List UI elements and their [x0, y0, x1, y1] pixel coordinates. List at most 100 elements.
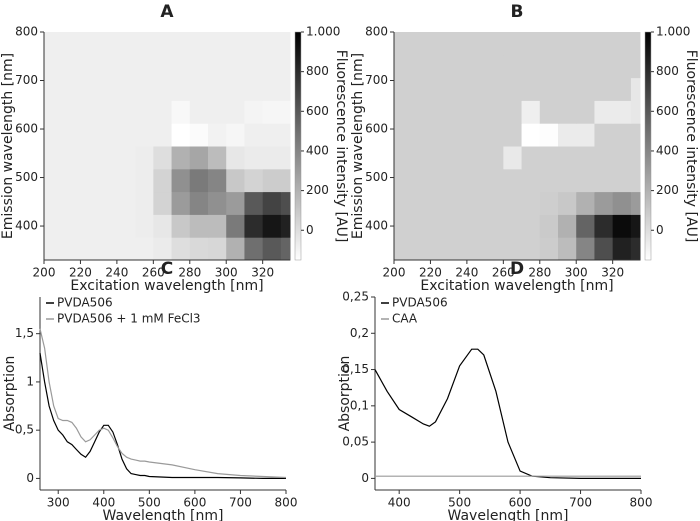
y-axis-label: Absorption [337, 356, 353, 432]
heatmap-cell [262, 32, 282, 56]
y-tick-label: 700 [365, 73, 388, 87]
heatmap-cell [521, 54, 541, 79]
heatmap-cell [171, 77, 191, 101]
heatmap-cell [116, 100, 136, 124]
y-tick-label: 400 [365, 219, 388, 233]
heatmap-cell [630, 168, 641, 193]
heatmap-cell [430, 100, 450, 124]
heatmap-cell [280, 54, 291, 79]
heatmap-cell [280, 168, 291, 193]
colorbar-tick-label: 1.000 [656, 25, 690, 39]
heatmap-cell [62, 146, 81, 170]
heatmap-cell [171, 237, 191, 261]
heatmap-cell [44, 123, 63, 147]
heatmap-cell [262, 77, 282, 101]
heatmap-cell [594, 237, 614, 261]
heatmap-cell [98, 32, 118, 56]
heatmap-cell [208, 123, 227, 147]
heatmap-cell [171, 146, 191, 170]
heatmap-cell [503, 168, 523, 193]
heatmap-cell [430, 77, 450, 101]
heatmap-cell [503, 100, 523, 124]
heatmap-cell [226, 191, 245, 215]
colorbar-tick-label: 600 [306, 104, 329, 118]
heatmap-cell [116, 237, 136, 261]
y-tick-label: 1,5 [15, 326, 34, 340]
colorbar-tick-label: 0 [656, 223, 664, 237]
heatmap-cell [62, 77, 81, 101]
heatmap-cell [521, 191, 541, 215]
heatmap-cell [135, 168, 154, 193]
heatmap-cell [98, 123, 118, 147]
heatmap-cell [153, 146, 173, 170]
heatmap-cell [466, 77, 486, 101]
heatmap-cell [485, 146, 504, 170]
heatmap-cell [98, 146, 118, 170]
heatmap-cell [189, 214, 209, 238]
heatmap-cell [430, 123, 450, 147]
heatmap-cell [208, 146, 227, 170]
heatmap-cell [576, 146, 595, 170]
x-tick-label: 200 [33, 266, 56, 280]
heatmap-cell [80, 32, 100, 56]
legend-label: PVDA506 [392, 296, 448, 310]
x-tick-label: 320 [251, 266, 274, 280]
y-tick-label: 0,1 [350, 398, 369, 412]
heatmap-cell [594, 214, 614, 238]
heatmap-cell [558, 54, 577, 79]
heatmap-cell [612, 123, 632, 147]
y-tick-label: 0,15 [342, 362, 369, 376]
heatmap-cell [503, 77, 523, 101]
heatmap-cell [630, 123, 641, 147]
heatmap-cell [244, 146, 264, 170]
heatmap-cell [62, 54, 81, 79]
heatmap-cell [80, 123, 100, 147]
heatmap-cell [262, 191, 282, 215]
heatmap-cell [394, 191, 413, 215]
y-tick-label: 0 [26, 471, 34, 485]
heatmap-cell [412, 214, 431, 238]
heatmap-cell [466, 54, 486, 79]
x-axis-label: Wavelength [nm] [103, 508, 224, 521]
heatmap-cell [116, 32, 136, 56]
x-tick-label: 280 [178, 266, 201, 280]
x-axis-label: Wavelength [nm] [448, 508, 569, 521]
heatmap-cell [262, 100, 282, 124]
heatmap-cell [189, 100, 209, 124]
heatmap-cell [80, 168, 100, 193]
heatmap-cell [594, 123, 614, 147]
heatmap-cell [98, 100, 118, 124]
heatmap-cell [394, 123, 413, 147]
heatmap-cell [576, 77, 595, 101]
heatmap-cell [226, 123, 245, 147]
colorbar-label: Fluorescence intensity [AU] [683, 50, 699, 243]
heatmap-cell [244, 191, 264, 215]
x-tick-label: 320 [601, 266, 624, 280]
heatmap-cell [394, 77, 413, 101]
heatmap-cell [394, 54, 413, 79]
heatmap-cell [44, 214, 63, 238]
heatmap-cell [62, 100, 81, 124]
heatmap-cell [226, 146, 245, 170]
heatmap-cell [485, 123, 504, 147]
y-axis-label: Emission wavelength [nm] [0, 53, 16, 239]
heatmap-cell [244, 237, 264, 261]
heatmap-cell [412, 77, 431, 101]
heatmap-cell [280, 237, 291, 261]
heatmap-cell [208, 77, 227, 101]
heatmap-cell [116, 214, 136, 238]
y-tick-label: 500 [15, 170, 38, 184]
legend-label: PVDA506 [57, 296, 113, 310]
heatmap-cell [430, 32, 450, 56]
heatmap-cell [448, 100, 468, 124]
heatmap-cell [80, 77, 100, 101]
heatmap-cell [612, 191, 632, 215]
heatmap-cell [539, 100, 559, 124]
heatmap-cell [153, 123, 173, 147]
heatmap-cell [448, 191, 468, 215]
heatmap-cell [98, 214, 118, 238]
heatmap-cell [135, 54, 154, 79]
heatmap-cell [135, 146, 154, 170]
x-tick-label: 300 [565, 266, 588, 280]
heatmap-cell [466, 100, 486, 124]
